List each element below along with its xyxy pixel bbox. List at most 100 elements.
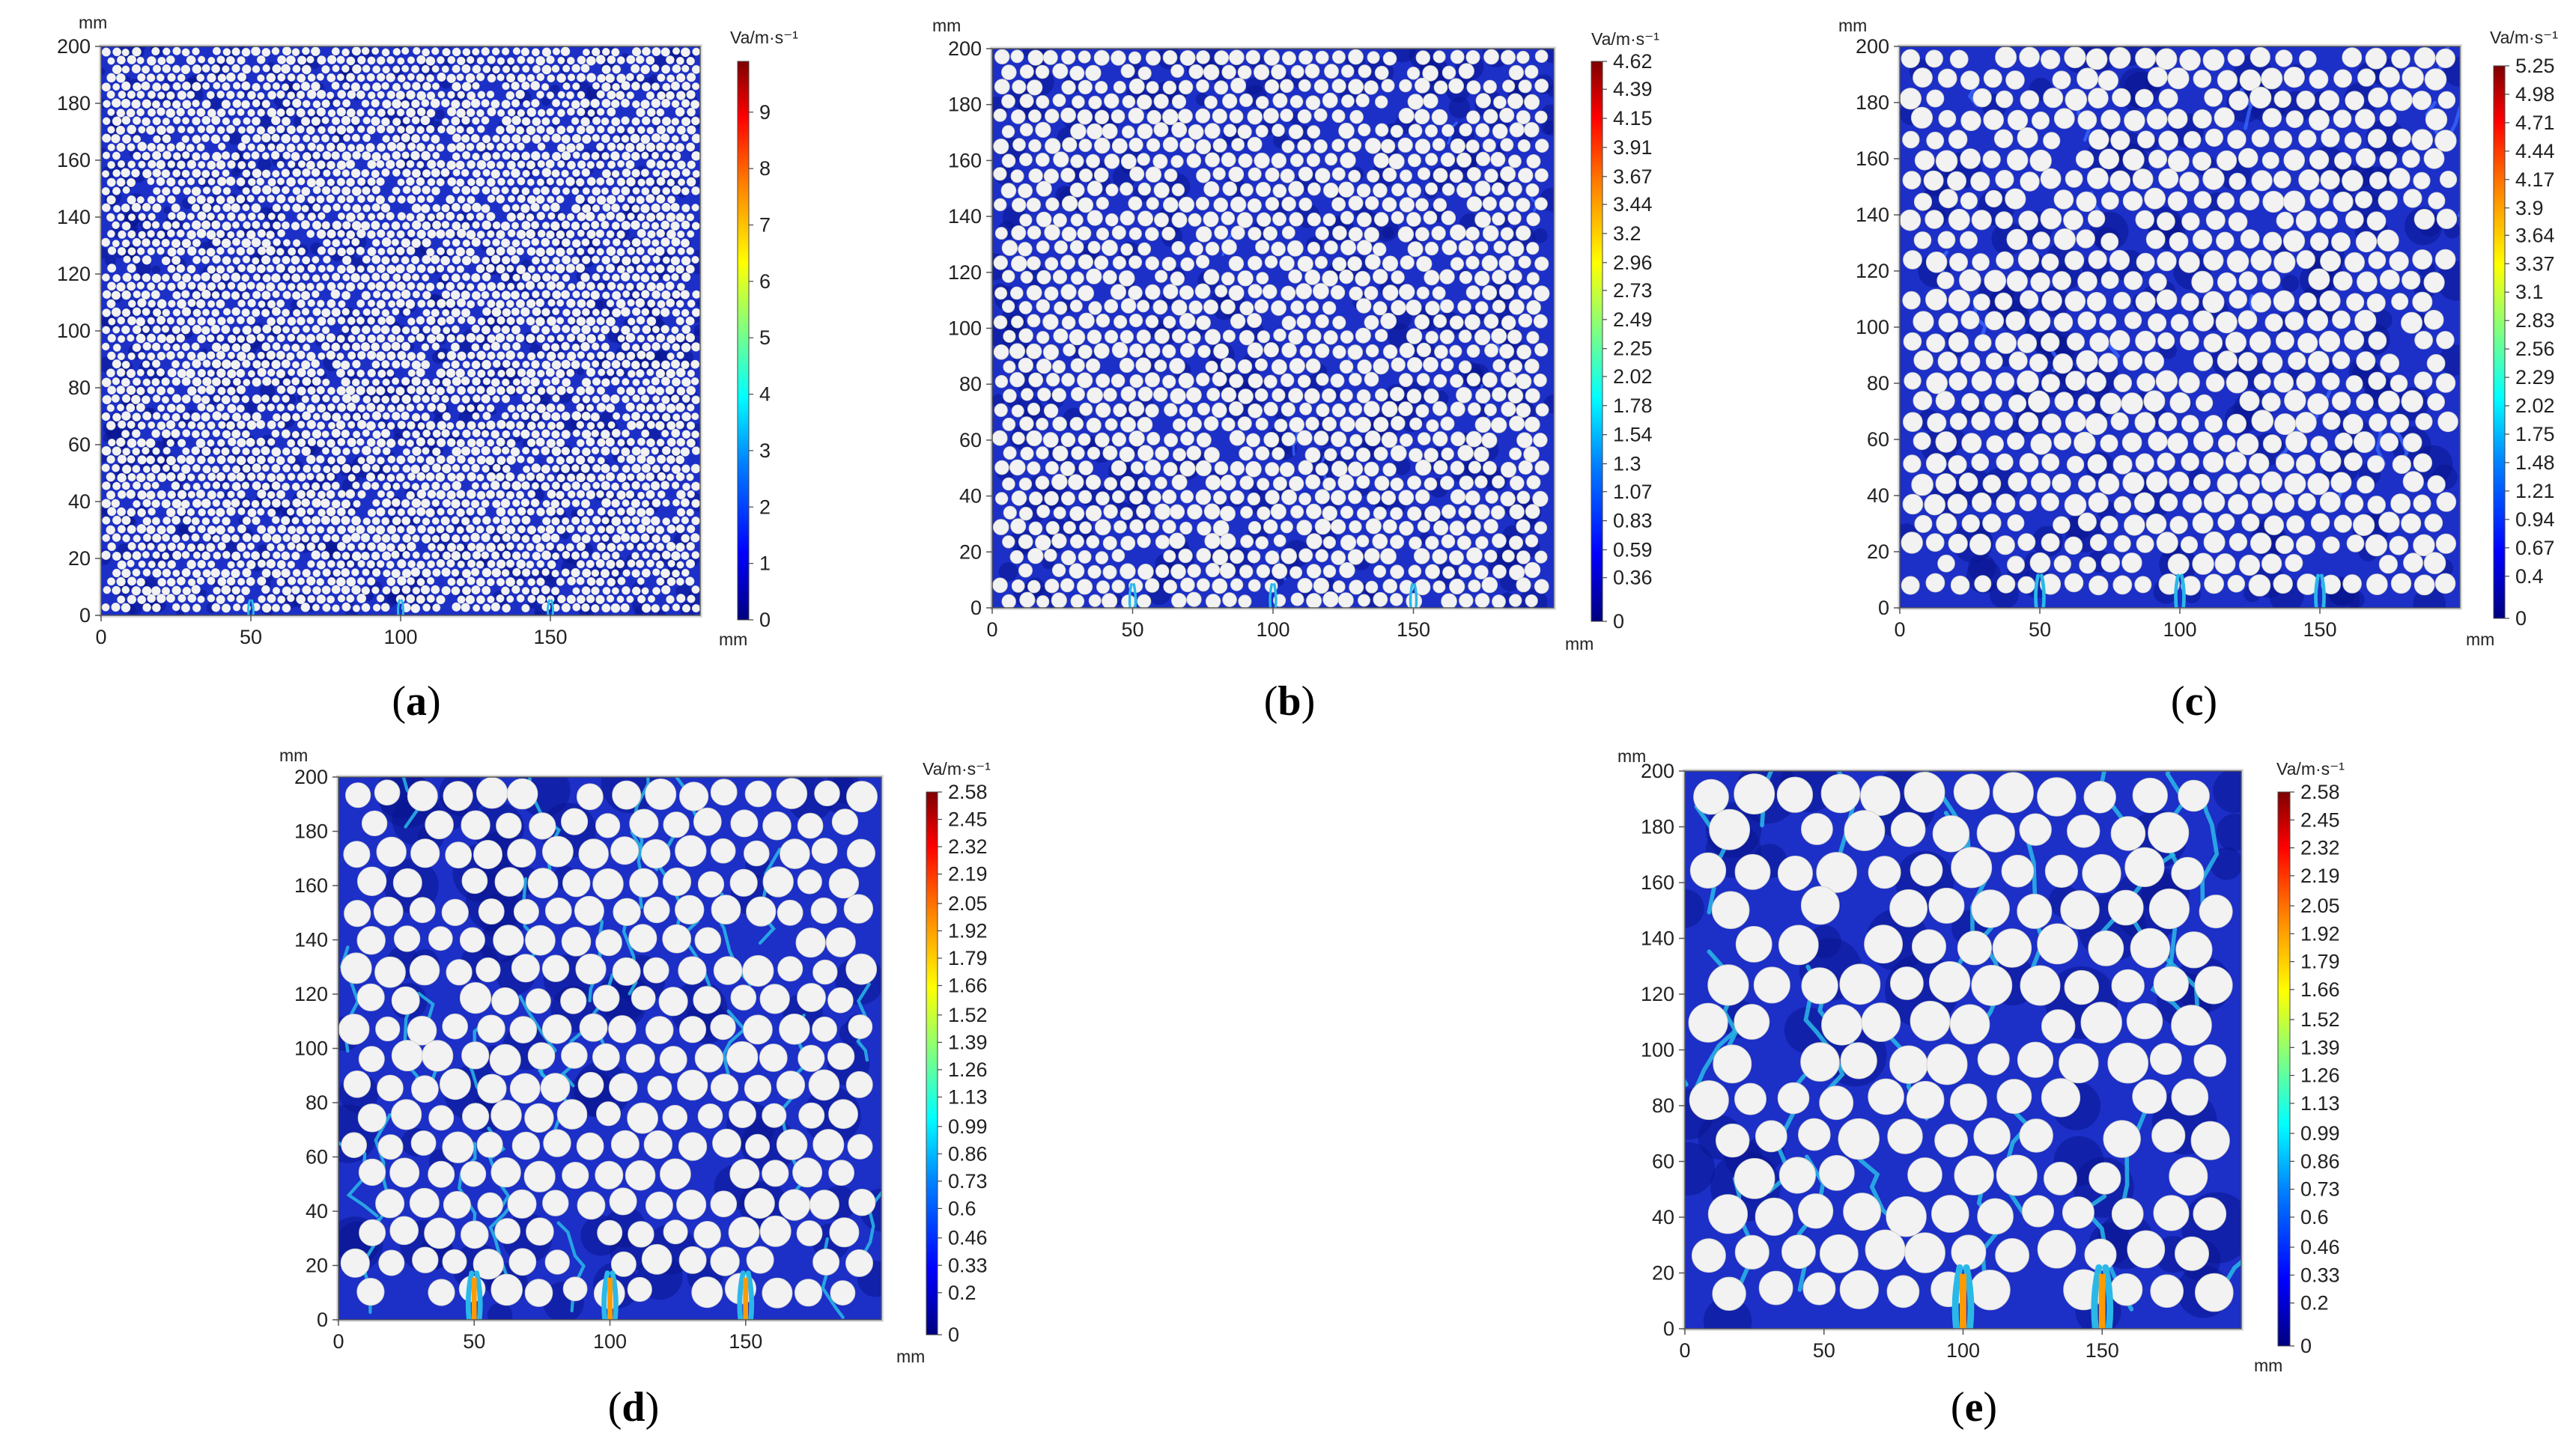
particle	[656, 333, 666, 343]
particle	[327, 456, 335, 465]
particle	[102, 481, 111, 490]
particle	[371, 220, 380, 231]
particle	[665, 281, 675, 290]
particle	[297, 577, 306, 585]
colorbar-title: Va/m·s⁻¹	[730, 28, 798, 47]
particle	[156, 368, 165, 377]
particle	[376, 560, 385, 568]
particle	[191, 585, 201, 594]
particle	[551, 238, 560, 246]
particle	[107, 281, 116, 291]
particle	[481, 551, 490, 560]
particle	[681, 47, 690, 58]
particle	[441, 585, 451, 596]
particle	[282, 464, 291, 473]
particle	[207, 576, 216, 585]
particle	[441, 463, 452, 474]
particle	[192, 47, 200, 55]
particle	[571, 239, 581, 249]
particle	[587, 195, 596, 204]
particle	[337, 594, 346, 603]
particle	[571, 343, 580, 352]
particle	[427, 490, 437, 499]
particle	[236, 316, 245, 325]
particle	[466, 213, 475, 221]
particle	[456, 508, 465, 517]
particle	[467, 559, 476, 568]
particle	[357, 404, 366, 412]
particle	[115, 125, 126, 135]
particle	[630, 533, 640, 543]
particle	[401, 151, 410, 159]
particle	[123, 255, 131, 264]
particle	[157, 247, 165, 255]
particle	[523, 465, 531, 473]
particle	[383, 569, 391, 578]
particle	[455, 246, 466, 257]
particle	[171, 326, 180, 335]
particle	[167, 195, 176, 204]
particle	[147, 317, 155, 325]
particle	[222, 65, 230, 73]
particle	[407, 385, 416, 395]
particle	[581, 586, 591, 595]
particle	[366, 525, 376, 534]
particle	[182, 429, 191, 438]
particle	[481, 47, 490, 56]
particle	[367, 91, 376, 100]
particle	[322, 481, 331, 491]
particle	[492, 238, 500, 247]
particle	[477, 125, 485, 133]
particle	[345, 489, 356, 499]
particle	[431, 186, 440, 195]
particle	[642, 551, 650, 559]
particle	[321, 273, 330, 281]
particle	[601, 517, 610, 525]
particle	[172, 46, 181, 55]
particle	[631, 481, 640, 490]
particle	[151, 586, 161, 596]
particle	[231, 429, 241, 439]
particle	[511, 412, 520, 420]
particle	[505, 421, 515, 430]
particle	[157, 351, 166, 361]
particle	[586, 421, 595, 430]
particle	[502, 65, 511, 73]
particle	[422, 255, 431, 264]
particle	[237, 577, 246, 586]
particle	[287, 73, 296, 82]
particle	[337, 316, 346, 325]
particle	[535, 55, 546, 66]
particle	[216, 403, 225, 412]
particle	[127, 525, 136, 534]
particle	[257, 229, 266, 238]
particle	[201, 412, 210, 422]
particle	[388, 300, 396, 308]
particle	[397, 543, 407, 552]
particle	[441, 395, 449, 403]
particle	[352, 64, 362, 74]
particle	[617, 508, 625, 516]
particle	[101, 377, 112, 388]
particle	[575, 194, 585, 204]
panel-label: (a)	[392, 678, 440, 725]
particle	[133, 500, 141, 508]
particle	[491, 290, 501, 299]
particle	[226, 576, 236, 586]
particle	[171, 221, 180, 229]
fluid-low-velocity-zone	[1387, 323, 1412, 348]
particle	[627, 195, 636, 204]
particle	[397, 559, 407, 569]
particle	[645, 351, 655, 361]
particle	[571, 411, 582, 421]
particle	[681, 377, 691, 387]
particle	[197, 595, 205, 603]
particle	[207, 300, 216, 308]
particle	[491, 567, 502, 578]
particle	[606, 490, 614, 499]
particle	[397, 576, 407, 586]
particle	[511, 65, 520, 73]
particle	[282, 83, 290, 91]
particle	[435, 472, 446, 482]
particle	[436, 143, 445, 152]
